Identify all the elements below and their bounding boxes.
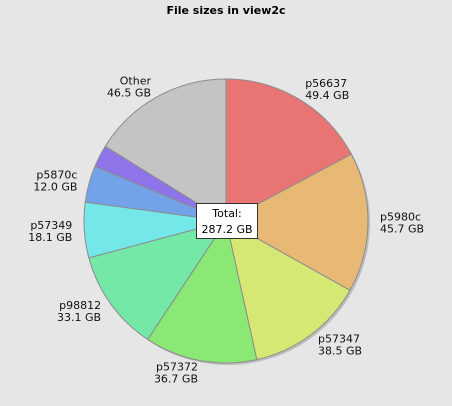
slice-name: p98812 [59,299,101,312]
slice-value: 49.4 GB [305,89,349,102]
slice-value: 18.1 GB [28,231,72,244]
slice-value: 46.5 GB [107,87,151,100]
pie-slice-Other[interactable] [104,78,227,222]
slice-name: p57347 [318,333,360,346]
slice-name: p57349 [30,219,72,232]
pie-slice-p5980c[interactable] [224,153,369,291]
chart-title: File sizes in view2c [166,4,286,17]
pie-slice-p57372[interactable] [146,219,258,364]
pie-slice-p57347[interactable] [225,220,351,361]
slice-value: 12.0 GB [33,181,77,194]
slice-value: 36.7 GB [154,372,198,385]
slice-name: p57372 [156,360,198,373]
slice-name: p56637 [305,77,347,90]
slice-value: 45.7 GB [380,223,424,236]
total-box: Total: 287.2 GB [196,203,258,239]
slice-name: p5980c [380,211,421,224]
slice-name: Other [120,75,152,88]
slice-name: p5870c [36,169,77,182]
slice-value: 38.5 GB [318,345,362,358]
slice-value: 33.1 GB [57,311,101,324]
total-label: Total: [212,207,242,220]
total-value: 287.2 GB [201,223,253,236]
pie-slice-p56637[interactable] [225,78,352,222]
pie-slice-p98812[interactable] [88,220,228,341]
